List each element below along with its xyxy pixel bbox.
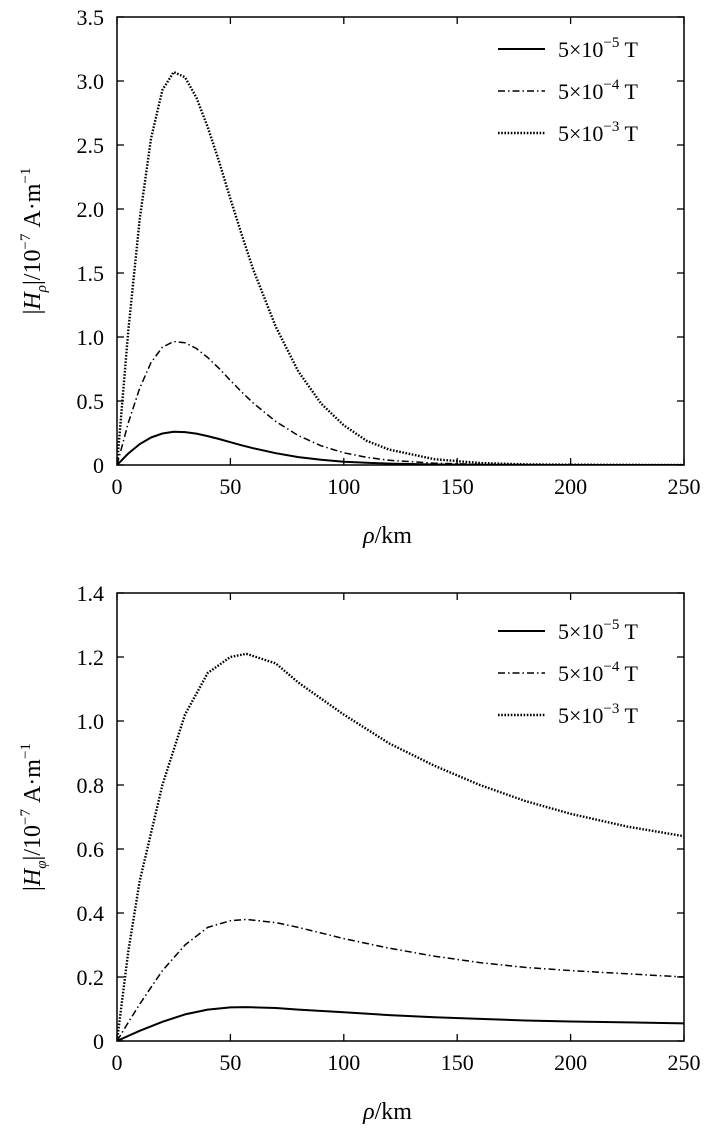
chart-top-legend-label-dashdot: 5×10−4 T	[558, 77, 638, 104]
chart-top-x-tick-label: 50	[219, 474, 241, 499]
chart-bottom-y-axis-label: |Hφ|/10−7 A·m−1	[18, 743, 50, 891]
chart-bottom-series-solid-line	[117, 1006, 684, 1041]
chart-bottom-y-tick-label: 1.0	[77, 709, 105, 734]
chart-top-legend-label-dotted: 5×10−3 T	[558, 119, 638, 146]
chart-top-plot-frame	[116, 16, 685, 466]
chart-top-x-tick-label: 100	[327, 474, 360, 499]
chart-bottom-y-tick-label: 0.4	[77, 901, 105, 926]
chart-top-x-tick-label: 150	[441, 474, 474, 499]
chart-bottom-y-tick-label: 0.8	[77, 773, 105, 798]
chart-top-series-dashdot-line	[117, 340, 684, 465]
chart-top-x-axis-label: ρ/km	[362, 523, 412, 549]
chart-bottom-x-tick-label: 0	[112, 1050, 123, 1075]
chart-top-y-tick-label: 2.5	[77, 133, 105, 158]
chart-bottom-y-tick-label: 1.4	[77, 581, 105, 606]
chart-top-series-solid-line	[117, 430, 684, 465]
chart-bottom-plot-frame	[116, 592, 685, 1042]
chart-bottom-series-dotted-line	[117, 652, 684, 1041]
chart-top-y-tick-label: 0.5	[77, 389, 105, 414]
chart-bottom-legend-label-solid: 5×10−5 T	[558, 617, 638, 644]
chart-top-x-tick-label: 0	[112, 474, 123, 499]
chart-bottom-x-tick-label: 200	[554, 1050, 587, 1075]
chart-top-y-tick-label: 1.5	[77, 261, 105, 286]
chart-bottom-series-dashdot-line	[117, 918, 684, 1041]
chart-top-y-tick-label: 3.0	[77, 69, 105, 94]
chart-top-y-tick-label: 2.0	[77, 197, 105, 222]
chart-bottom-legend-label-dashdot: 5×10−4 T	[558, 659, 638, 686]
chart-top-legend-label-solid: 5×10−5 T	[558, 35, 638, 62]
chart-bottom-x-axis-label: ρ/km	[362, 1099, 412, 1125]
chart-bottom-y-tick-label: 1.2	[77, 645, 105, 670]
chart-top-y-tick-label: 0	[93, 453, 104, 478]
chart-bottom: 0 50 100 150 200 250 0 0.2 0.4 0.6 0.8 1.0 1.2 1.4 ρ/k…	[18, 581, 701, 1125]
chart-bottom-x-tick-label: 100	[327, 1050, 360, 1075]
chart-top-y-axis-label: |Hρ|/10−7 A·m−1	[18, 168, 50, 315]
chart-bottom-y-tick-label: 0	[93, 1029, 104, 1054]
chart-bottom-x-tick-label: 50	[219, 1050, 241, 1075]
chart-bottom-legend-label-dotted: 5×10−3 T	[558, 701, 638, 728]
chart-bottom-y-tick-label: 0.2	[77, 965, 105, 990]
chart-top: 0 50 100 150 200 250 0 0.5 1.0 1.5 2.0 2.5 3.0 3.5 ρ/k…	[18, 5, 701, 549]
chart-bottom-x-tick-label: 250	[668, 1050, 701, 1075]
chart-top-x-tick-label: 250	[668, 474, 701, 499]
chart-top-y-tick-label: 3.5	[77, 5, 105, 30]
chart-bottom-y-tick-label: 0.6	[77, 837, 105, 862]
chart-top-y-tick-label: 1.0	[77, 325, 105, 350]
chart-top-x-tick-label: 200	[554, 474, 587, 499]
chart-bottom-x-tick-label: 150	[441, 1050, 474, 1075]
